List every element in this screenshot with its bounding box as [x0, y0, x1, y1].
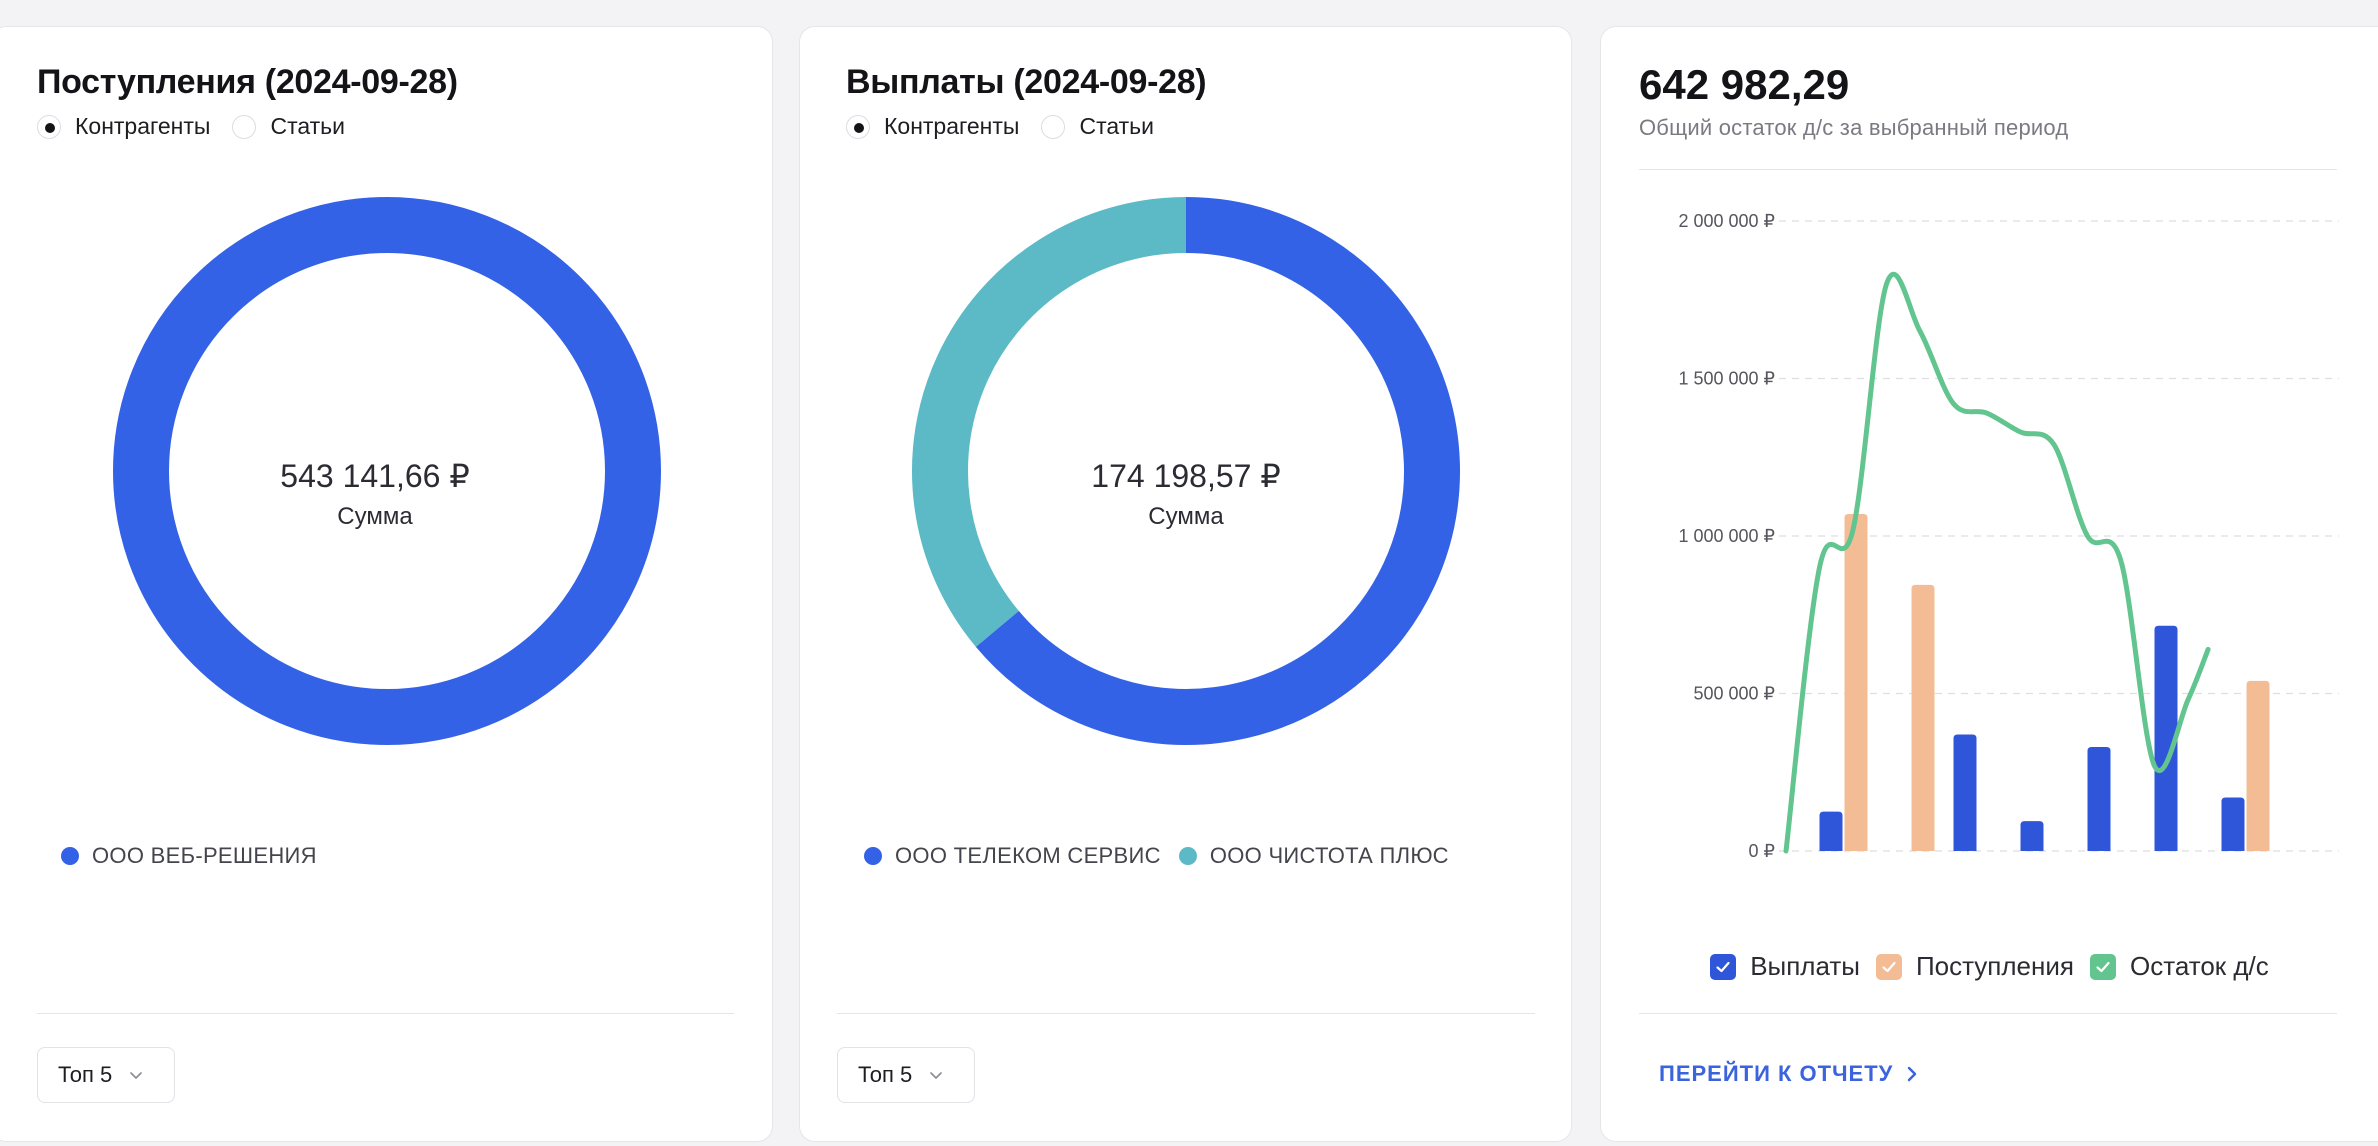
radio-checked-icon	[37, 114, 61, 139]
income-title: Поступления (2024-09-28)	[37, 63, 458, 101]
radio-checked-icon	[846, 114, 870, 139]
legend-toggle-payouts[interactable]: Выплаты	[1710, 951, 1860, 982]
income-top-select[interactable]: Топ 5	[37, 1047, 175, 1103]
legend-label: Поступления	[1915, 951, 2074, 981]
payout-top-select[interactable]: Топ 5	[837, 1047, 975, 1103]
bar-payouts-0[interactable]	[1819, 811, 1843, 851]
balance-legend: Выплаты Поступления Остаток д/с	[1601, 951, 2378, 982]
y-tick-label: 0 ₽	[1749, 841, 1775, 861]
legend-toggle-balance[interactable]: Остаток д/с	[2089, 951, 2269, 982]
legend-label: Остаток д/с	[2129, 951, 2269, 981]
divider	[1639, 1013, 2337, 1014]
checkbox-checked-icon	[1875, 953, 1902, 980]
legend-dot-icon	[1178, 847, 1197, 865]
income-card: Поступления (2024-09-28) Контрагенты Ста…	[0, 26, 773, 1142]
radio-label: Статьи	[1079, 113, 1154, 139]
income-donut-chart	[113, 197, 661, 745]
payout-total-caption: Сумма	[1148, 503, 1224, 530]
chart-y-tick-labels: 0 ₽ 500 000 ₽ 1 000 000 ₽ 1 500 000 ₽ 2 000 …	[1678, 211, 1775, 861]
legend-label: Выплаты	[1750, 951, 1860, 981]
legend-toggle-income[interactable]: Поступления	[1875, 951, 2074, 982]
chevron-right-icon	[1908, 1066, 1917, 1082]
report-link-label: ПЕРЕЙТИ К ОТЧЕТУ	[1659, 1061, 1894, 1086]
bar-payouts-6[interactable]	[2221, 797, 2245, 851]
legend-dot-icon	[864, 847, 882, 865]
legend-item[interactable]: ООО ВЕБ-РЕШЕНИЯ	[61, 843, 317, 869]
income-donut-center: 543 141,66 ₽ Сумма	[225, 457, 525, 531]
income-radio-items[interactable]: Статьи	[232, 113, 345, 140]
balance-subtitle: Общий остаток д/с за выбранный период	[1639, 115, 2069, 140]
bar-payouts-3[interactable]	[2020, 821, 2044, 851]
y-tick-label: 1 000 000 ₽	[1678, 526, 1775, 546]
bar-income-0[interactable]	[1844, 513, 1868, 851]
divider	[1639, 169, 2337, 170]
income-group-toggle: Контрагенты Статьи	[37, 113, 367, 140]
legend-label: ООО ЧИСТОТА ПЛЮС	[1209, 843, 1449, 868]
radio-label: Контрагенты	[75, 113, 211, 139]
payout-card: Выплаты (2024-09-28) Контрагенты Статьи …	[799, 26, 1572, 1142]
y-tick-label: 1 500 000 ₽	[1678, 369, 1775, 389]
legend-label: ООО ТЕЛЕКОМ СЕРВИС	[895, 843, 1161, 868]
y-tick-label: 500 000 ₽	[1693, 684, 1775, 704]
payout-group-toggle: Контрагенты Статьи	[846, 113, 1176, 140]
bar-payouts-4[interactable]	[2087, 747, 2111, 851]
y-tick-label: 2 000 000 ₽	[1678, 211, 1775, 231]
radio-unchecked-icon	[1041, 114, 1066, 139]
chevron-down-icon	[130, 1072, 143, 1079]
legend-item[interactable]: ООО ТЕЛЕКОМ СЕРВИС	[864, 843, 1161, 869]
balance-line[interactable]	[1783, 271, 2211, 854]
payout-total-value: 174 198,57 ₽	[1091, 458, 1281, 494]
bar-income-1[interactable]	[1911, 584, 1935, 851]
payout-donut-slice-1[interactable]	[912, 197, 1187, 647]
radio-label: Статьи	[270, 113, 345, 139]
checkbox-checked-icon	[1710, 953, 1737, 980]
balance-combo-chart: 0 ₽ 500 000 ₽ 1 000 000 ₽ 1 500 000 ₽ 2 000 …	[1678, 211, 2339, 861]
bar-payouts-5[interactable]	[2154, 625, 2178, 851]
payout-radio-items[interactable]: Статьи	[1041, 113, 1154, 140]
payout-title: Выплаты (2024-09-28)	[846, 63, 1207, 101]
go-to-report-link[interactable]: ПЕРЕЙТИ К ОТЧЕТУ	[1659, 1061, 1923, 1087]
bar-income-6[interactable]	[2246, 680, 2270, 851]
divider	[837, 1013, 1535, 1014]
income-legend: ООО ВЕБ-РЕШЕНИЯ	[61, 843, 335, 869]
payout-donut-slices	[912, 197, 1460, 745]
balance-card: 642 982,29 Общий остаток д/с за выбранны…	[1600, 26, 2378, 1142]
bar-payouts-2[interactable]	[1953, 734, 1977, 851]
balance-total: 642 982,29	[1639, 61, 1850, 108]
divider	[37, 1013, 734, 1014]
income-total-value: 543 141,66 ₽	[280, 458, 470, 494]
select-value: Топ 5	[58, 1062, 113, 1087]
payout-donut-center: 174 198,57 ₽ Сумма	[1036, 457, 1336, 531]
chart-bars	[1819, 513, 2270, 851]
radio-unchecked-icon	[232, 114, 257, 139]
income-donut-slices	[113, 197, 661, 745]
legend-dot-icon	[61, 847, 79, 865]
payout-legend: ООО ТЕЛЕКОМ СЕРВИС ООО ЧИСТОТА ПЛЮС	[864, 843, 1467, 869]
select-value: Топ 5	[858, 1062, 913, 1087]
chart-balance-line	[1783, 271, 2211, 854]
payout-donut-slice-0[interactable]	[975, 197, 1460, 745]
payout-radio-counterparties[interactable]: Контрагенты	[846, 113, 1019, 140]
payout-donut-chart	[912, 197, 1460, 745]
legend-label: ООО ВЕБ-РЕШЕНИЯ	[92, 843, 317, 868]
income-donut-slice-0[interactable]	[113, 197, 661, 745]
income-radio-counterparties[interactable]: Контрагенты	[37, 113, 210, 140]
income-total-caption: Сумма	[337, 503, 413, 530]
legend-item[interactable]: ООО ЧИСТОТА ПЛЮС	[1178, 843, 1449, 869]
checkbox-checked-icon	[2089, 953, 2116, 980]
chevron-down-icon	[930, 1072, 943, 1079]
radio-label: Контрагенты	[884, 113, 1020, 139]
